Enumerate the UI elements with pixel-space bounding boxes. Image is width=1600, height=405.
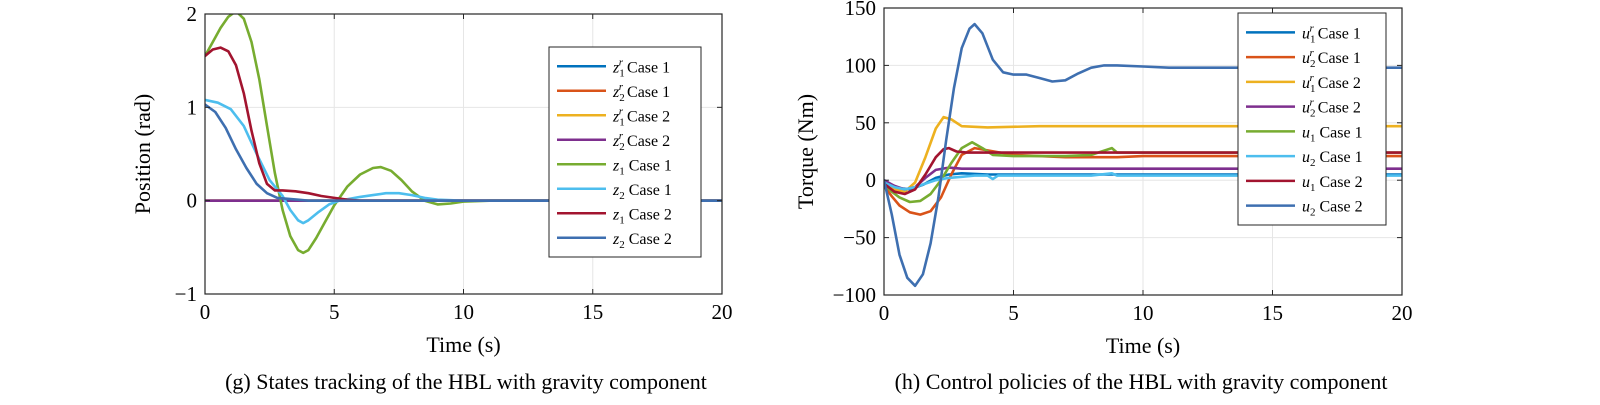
y-tick-label: 2 — [187, 2, 198, 26]
series-lines — [884, 22, 1402, 288]
caption-panel-g: (g) States tracking of the HBL with grav… — [225, 369, 707, 394]
legend-box — [1237, 12, 1387, 226]
x-tick-label: 20 — [712, 300, 733, 324]
legend-entry-7: u2 Case 2 — [1302, 199, 1363, 219]
x-tick-label: 10 — [1133, 301, 1154, 325]
x-tick-label: 15 — [582, 300, 603, 324]
series-line-6 — [884, 146, 1402, 196]
legend-entry-0: z1r Case 1 — [612, 56, 670, 79]
x-axis-label: Time (s) — [426, 332, 500, 357]
legend-entry-4: u1 Case 1 — [1302, 124, 1363, 144]
legend-entry-1: z2r Case 1 — [612, 81, 670, 104]
legend-entry-1: u2r Case 1 — [1302, 47, 1361, 70]
legend-entry-3: u2r Case 2 — [1302, 97, 1361, 120]
y-tick-label: −100 — [833, 283, 876, 307]
legend-entry-5: u2 Case 1 — [1302, 149, 1363, 169]
x-axis-label: Time (s) — [1106, 333, 1180, 358]
legend-entry-7: z2 Case 2 — [612, 231, 672, 251]
y-tick-label: 0 — [866, 168, 877, 192]
y-axis-label: Torque (Nm) — [793, 94, 818, 209]
chart-panel-control-policies: 0 5 10 15 20 −100 −50 0 50 100 150 Time (s) Torque (… — [793, 0, 1413, 358]
y-tick-label: 100 — [845, 53, 877, 77]
x-tick-label: 5 — [1008, 301, 1019, 325]
caption-panel-h: (h) Control policies of the HBL with gra… — [895, 369, 1388, 394]
y-tick-label: 0 — [187, 189, 198, 213]
legend-entry-6: z1 Case 2 — [612, 206, 672, 226]
x-tick-label: 0 — [200, 300, 211, 324]
x-tick-label: 0 — [879, 301, 890, 325]
x-tick-label: 10 — [453, 300, 474, 324]
legend-entry-6: u1 Case 2 — [1302, 174, 1363, 194]
y-axis-label: Position (rad) — [130, 94, 155, 214]
legend-entry-2: z1r Case 2 — [612, 105, 670, 128]
x-tick-label: 5 — [329, 300, 340, 324]
legend-entry-3: z2r Case 2 — [612, 130, 670, 153]
legend-entry-5: z2 Case 1 — [612, 182, 672, 202]
legend-entry-0: u1r Case 1 — [1302, 22, 1361, 45]
y-tick-label: 1 — [187, 95, 198, 119]
x-tick-label: 20 — [1392, 301, 1413, 325]
x-tick-label: 15 — [1262, 301, 1283, 325]
y-tick-label: 150 — [845, 0, 877, 20]
y-tick-label: −1 — [175, 282, 197, 306]
legend-box — [548, 46, 702, 258]
legend-entry-2: u1r Case 2 — [1302, 72, 1361, 95]
y-tick-label: −50 — [843, 226, 876, 250]
legend-entry-4: z1 Case 1 — [612, 157, 672, 177]
y-tick-label: 50 — [855, 111, 876, 135]
